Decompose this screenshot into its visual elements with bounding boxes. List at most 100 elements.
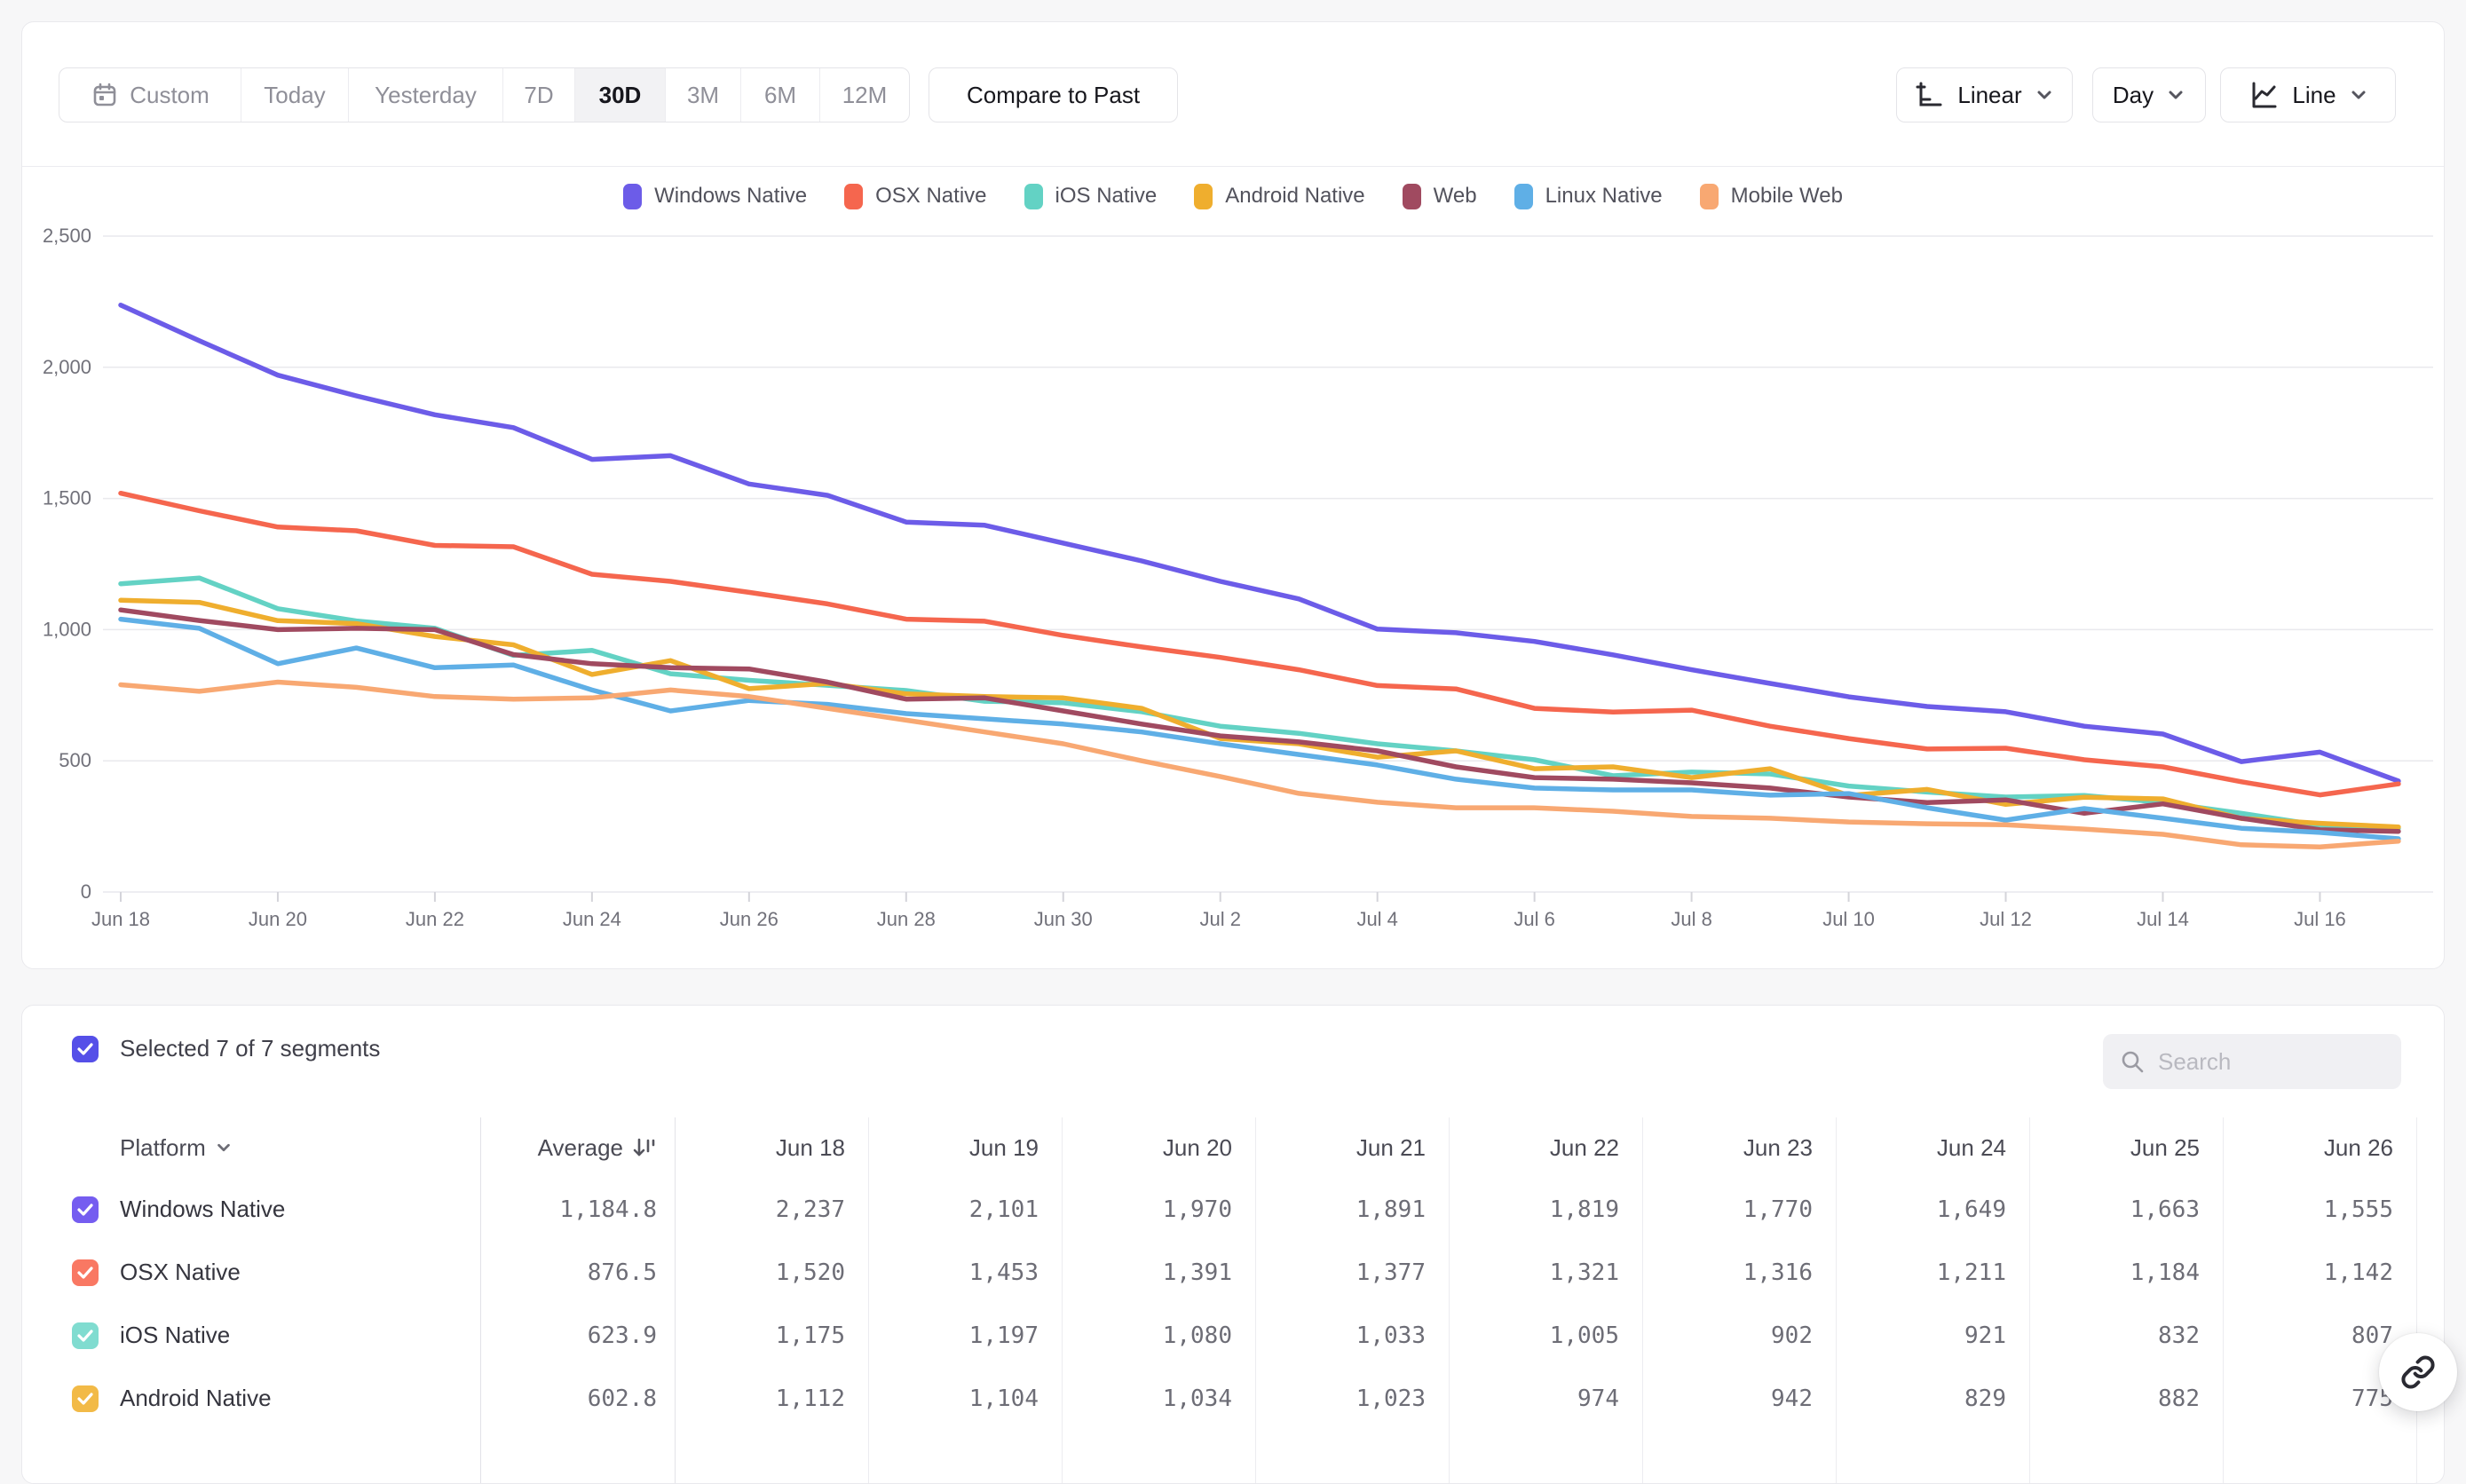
average-cell: 1,184.8 bbox=[481, 1178, 676, 1241]
date-range-segmented-control: Custom Today Yesterday 7D 30D 3M 6M 12M bbox=[59, 67, 910, 122]
platform-cell: Windows Native bbox=[22, 1178, 481, 1241]
legend-item[interactable]: Linux Native bbox=[1514, 183, 1663, 209]
legend-label: Windows Native bbox=[654, 184, 808, 208]
legend-item[interactable]: Web bbox=[1402, 183, 1477, 209]
row-checkbox[interactable] bbox=[72, 1385, 99, 1412]
platform-label: Android Native bbox=[120, 1385, 272, 1411]
value-cell: 1,453 bbox=[869, 1241, 1063, 1304]
series-line-mobile-web[interactable] bbox=[118, 679, 2401, 849]
table-row: iOS Native 623.9 1,175 1,197 1,080 1,033 1,005… bbox=[22, 1304, 2444, 1367]
platform-cell: Android Native bbox=[22, 1367, 481, 1430]
interval-dropdown[interactable]: Day bbox=[2092, 67, 2206, 122]
series-line-linux-native[interactable] bbox=[118, 616, 2401, 841]
legend-swatch bbox=[1024, 183, 1043, 209]
value-cell: 1,819 bbox=[1450, 1178, 1643, 1241]
legend-label: iOS Native bbox=[1055, 184, 1158, 208]
series-line-web[interactable] bbox=[118, 607, 2401, 834]
range-30d[interactable]: 30D bbox=[575, 68, 666, 122]
range-3m[interactable]: 3M bbox=[666, 68, 741, 122]
value-cell: 2,237 bbox=[676, 1178, 869, 1241]
calendar-icon bbox=[91, 81, 119, 109]
svg-text:Jul 14: Jul 14 bbox=[2137, 908, 2189, 930]
column-header-date[interactable]: Jun 24 bbox=[1837, 1117, 2030, 1178]
row-checkbox[interactable] bbox=[72, 1259, 99, 1286]
range-label: Custom bbox=[130, 81, 209, 108]
table-filler bbox=[22, 1430, 2444, 1483]
range-yesterday[interactable]: Yesterday bbox=[349, 68, 503, 122]
table-header-row: Platform Average Jun 18 Jun 19 Jun 20 Jun 21 J… bbox=[22, 1117, 2444, 1178]
value-cell: 1,080 bbox=[1063, 1304, 1256, 1367]
column-header-date[interactable]: Jun 18 bbox=[676, 1117, 869, 1178]
chart-legend: Windows Native OSX Native iOS Native Androi… bbox=[22, 167, 2444, 225]
legend-label: Linux Native bbox=[1545, 184, 1663, 208]
range-label: 12M bbox=[842, 81, 888, 108]
table-row: Android Native 602.8 1,112 1,104 1,034 1,023 9… bbox=[22, 1367, 2444, 1430]
column-header-date[interactable]: Jun 25 bbox=[2030, 1117, 2224, 1178]
svg-text:Jun 26: Jun 26 bbox=[720, 908, 779, 930]
column-header-date[interactable]: Jun 20 bbox=[1063, 1117, 1256, 1178]
svg-text:Jul 6: Jul 6 bbox=[1514, 908, 1554, 930]
series-line-android-native[interactable] bbox=[118, 597, 2401, 830]
svg-text:Jul 8: Jul 8 bbox=[1671, 908, 1711, 930]
linear-scale-icon bbox=[1915, 80, 1945, 110]
line-chart[interactable]: 0 500 1,000 1,500 2,000 2,500 Jun 18 Jun 20 Jun … bbox=[22, 225, 2444, 962]
range-7d[interactable]: 7D bbox=[503, 68, 575, 122]
row-checkbox[interactable] bbox=[72, 1322, 99, 1349]
chevron-down-icon bbox=[215, 1139, 233, 1156]
legend-label: Web bbox=[1433, 184, 1477, 208]
range-label: 6M bbox=[763, 81, 797, 108]
value-cell: 942 bbox=[1643, 1367, 1837, 1430]
legend-item[interactable]: Windows Native bbox=[623, 183, 808, 209]
value-cell: 1,197 bbox=[869, 1304, 1063, 1367]
select-all-checkbox[interactable] bbox=[72, 1035, 99, 1062]
svg-text:Jul 2: Jul 2 bbox=[1199, 908, 1240, 930]
series-line-ios-native[interactable] bbox=[118, 575, 2401, 831]
legend-item[interactable]: Mobile Web bbox=[1699, 183, 1843, 209]
legend-label: Android Native bbox=[1225, 184, 1365, 208]
value-cell: 1,391 bbox=[1063, 1241, 1256, 1304]
legend-label: Mobile Web bbox=[1730, 184, 1843, 208]
column-header-date[interactable]: Jun 21 bbox=[1256, 1117, 1450, 1178]
value-cell: 921 bbox=[1837, 1304, 2030, 1367]
value-cell: 1,184 bbox=[2030, 1241, 2224, 1304]
value-cell: 1,316 bbox=[1643, 1241, 1837, 1304]
series-line-osx-native[interactable] bbox=[118, 490, 2401, 798]
copy-link-fab[interactable] bbox=[2379, 1333, 2457, 1411]
value-cell: 1,023 bbox=[1256, 1367, 1450, 1430]
check-icon bbox=[77, 1329, 93, 1342]
chevron-down-icon bbox=[2349, 85, 2368, 105]
range-today[interactable]: Today bbox=[241, 68, 349, 122]
value-cell: 974 bbox=[1450, 1367, 1643, 1430]
column-header-date[interactable]: Jun 26 bbox=[2224, 1117, 2417, 1178]
series-line-windows-native[interactable] bbox=[118, 302, 2401, 784]
platform-cell: iOS Native bbox=[22, 1304, 481, 1367]
check-icon bbox=[77, 1203, 93, 1216]
chevron-down-icon bbox=[2035, 85, 2054, 105]
legend-item[interactable]: Android Native bbox=[1194, 183, 1365, 209]
row-checkbox[interactable] bbox=[72, 1196, 99, 1223]
svg-text:2,500: 2,500 bbox=[43, 225, 91, 247]
scale-dropdown[interactable]: Linear bbox=[1896, 67, 2073, 122]
search-box[interactable] bbox=[2103, 1034, 2401, 1089]
column-header-date[interactable]: Jun 19 bbox=[869, 1117, 1063, 1178]
value-cell: 882 bbox=[2030, 1367, 2224, 1430]
value-cell: 1,555 bbox=[2224, 1178, 2417, 1241]
column-header-average[interactable]: Average bbox=[481, 1117, 676, 1178]
column-header-platform[interactable]: Platform bbox=[22, 1117, 481, 1178]
chart-type-dropdown[interactable]: Line bbox=[2220, 67, 2396, 122]
search-icon bbox=[2119, 1048, 2146, 1075]
range-custom[interactable]: Custom bbox=[59, 68, 241, 122]
svg-text:Jul 12: Jul 12 bbox=[1980, 908, 2032, 930]
column-header-date[interactable]: Jun 23 bbox=[1643, 1117, 1837, 1178]
table-row: Windows Native 1,184.8 2,237 2,101 1,970 1,89… bbox=[22, 1178, 2444, 1241]
legend-swatch bbox=[1699, 183, 1719, 209]
legend-item[interactable]: iOS Native bbox=[1024, 183, 1158, 209]
sort-descending-icon bbox=[630, 1134, 657, 1161]
compare-to-past-button[interactable]: Compare to Past bbox=[929, 67, 1178, 122]
segments-table-card: Selected 7 of 7 segments PlatformAverage… bbox=[21, 1005, 2445, 1484]
range-6m[interactable]: 6M bbox=[741, 68, 820, 122]
column-header-date[interactable]: Jun 22 bbox=[1450, 1117, 1643, 1178]
range-12m[interactable]: 12M bbox=[820, 68, 909, 122]
search-input[interactable] bbox=[2158, 1047, 2371, 1076]
legend-item[interactable]: OSX Native bbox=[844, 183, 987, 209]
